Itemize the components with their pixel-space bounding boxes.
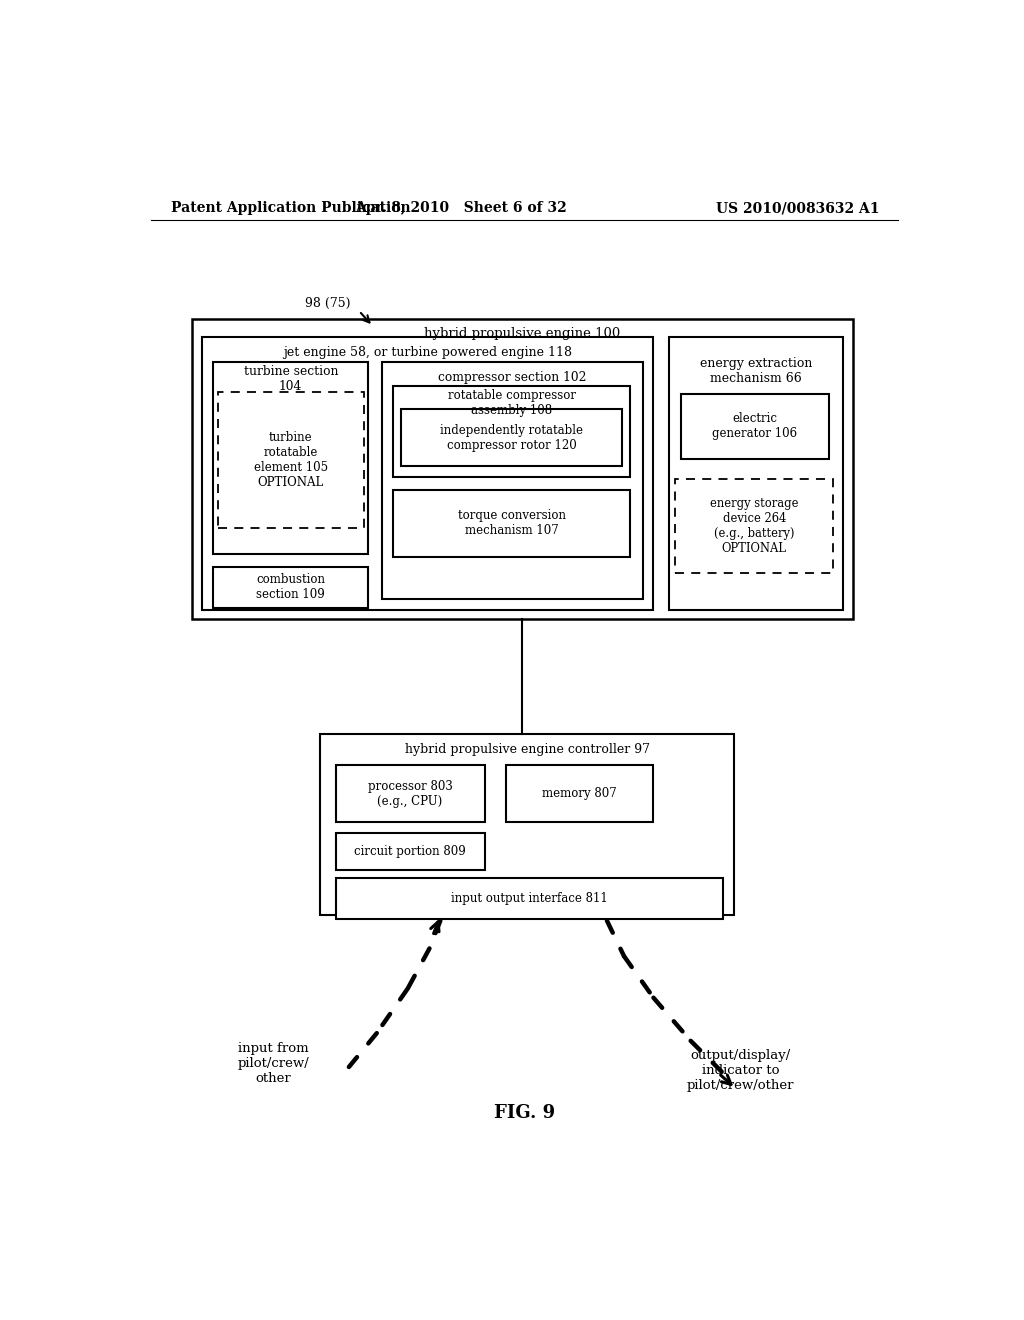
Text: input from
pilot/crew/
other: input from pilot/crew/ other bbox=[238, 1041, 309, 1085]
Bar bbox=[321, 734, 734, 915]
Bar bbox=[336, 878, 723, 919]
Text: 98 (75): 98 (75) bbox=[305, 297, 350, 310]
Text: turbine
rotatable
element 105
OPTIONAL: turbine rotatable element 105 OPTIONAL bbox=[254, 432, 328, 490]
Text: turbine section
104: turbine section 104 bbox=[244, 364, 338, 392]
Bar bbox=[218, 392, 364, 528]
Bar bbox=[669, 337, 843, 610]
Bar bbox=[213, 362, 369, 554]
Bar bbox=[393, 490, 630, 557]
Text: torque conversion
mechanism 107: torque conversion mechanism 107 bbox=[458, 510, 565, 537]
Text: combustion
section 109: combustion section 109 bbox=[256, 573, 326, 602]
Text: electric
generator 106: electric generator 106 bbox=[713, 412, 798, 441]
Text: jet engine 58, or turbine powered engine 118: jet engine 58, or turbine powered engine… bbox=[284, 346, 572, 359]
Bar bbox=[681, 395, 828, 459]
Text: memory 807: memory 807 bbox=[543, 787, 617, 800]
Text: independently rotatable
compressor rotor 120: independently rotatable compressor rotor… bbox=[440, 424, 583, 451]
Bar bbox=[203, 337, 653, 610]
Text: energy extraction
mechanism 66: energy extraction mechanism 66 bbox=[699, 356, 812, 385]
Text: input output interface 811: input output interface 811 bbox=[452, 892, 608, 906]
Text: rotatable compressor
assembly 108: rotatable compressor assembly 108 bbox=[447, 389, 575, 417]
Bar bbox=[336, 766, 484, 822]
Bar bbox=[213, 566, 369, 609]
Text: circuit portion 809: circuit portion 809 bbox=[354, 845, 466, 858]
Bar bbox=[675, 479, 834, 573]
Text: energy storage
device 264
(e.g., battery)
OPTIONAL: energy storage device 264 (e.g., battery… bbox=[710, 496, 799, 554]
Text: processor 803
(e.g., CPU): processor 803 (e.g., CPU) bbox=[368, 780, 453, 808]
Bar bbox=[382, 362, 643, 599]
Text: compressor section 102: compressor section 102 bbox=[438, 371, 587, 384]
Text: US 2010/0083632 A1: US 2010/0083632 A1 bbox=[716, 202, 880, 215]
Bar bbox=[506, 766, 653, 822]
Text: Apr. 8, 2010   Sheet 6 of 32: Apr. 8, 2010 Sheet 6 of 32 bbox=[355, 202, 567, 215]
Text: Patent Application Publication: Patent Application Publication bbox=[171, 202, 411, 215]
Bar bbox=[393, 387, 630, 478]
Bar bbox=[336, 833, 484, 870]
Text: FIG. 9: FIG. 9 bbox=[495, 1105, 555, 1122]
Text: output/display/
indicator to
pilot/crew/other: output/display/ indicator to pilot/crew/… bbox=[686, 1049, 794, 1093]
Bar bbox=[400, 409, 623, 466]
Bar bbox=[191, 318, 853, 619]
Text: hybrid propulsive engine 100: hybrid propulsive engine 100 bbox=[424, 327, 621, 341]
Text: hybrid propulsive engine controller 97: hybrid propulsive engine controller 97 bbox=[404, 743, 649, 756]
